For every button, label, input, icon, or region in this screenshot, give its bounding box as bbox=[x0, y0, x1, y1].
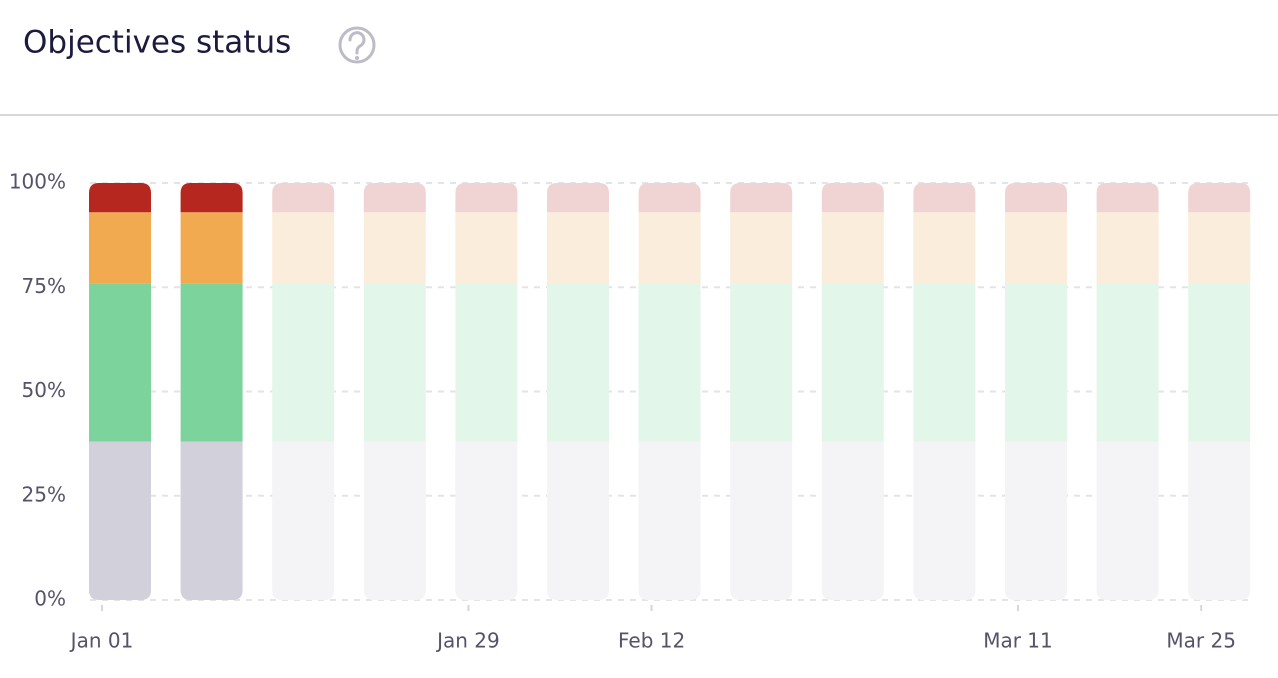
bar-segment bbox=[1188, 441, 1251, 600]
bar-segment bbox=[730, 283, 793, 442]
bar-segment bbox=[363, 183, 426, 213]
y-tick-label: 25% bbox=[22, 482, 66, 506]
bar-segment bbox=[1188, 283, 1251, 442]
bar-segment bbox=[1005, 183, 1067, 213]
bar-segment bbox=[913, 212, 976, 284]
bar-segment bbox=[1188, 183, 1251, 213]
bar-segment bbox=[1005, 212, 1067, 284]
bar-segment bbox=[1096, 283, 1159, 442]
bar-segment bbox=[821, 183, 884, 213]
x-tick-label: Mar 25 bbox=[1166, 629, 1236, 653]
bar-segment bbox=[363, 283, 426, 442]
bar-segment bbox=[1096, 441, 1159, 600]
bar-segment bbox=[730, 441, 793, 600]
bar-segment bbox=[180, 441, 243, 600]
bar-segment bbox=[913, 183, 976, 213]
bar-segment bbox=[638, 212, 701, 284]
bar-segment bbox=[455, 441, 518, 600]
bar-segment bbox=[1096, 212, 1159, 284]
bar-segment bbox=[363, 441, 426, 600]
bar-segment bbox=[89, 183, 151, 213]
bar-segment bbox=[1005, 283, 1067, 442]
bar-segment bbox=[913, 441, 976, 600]
x-tick-label: Feb 12 bbox=[618, 629, 685, 653]
bar-segment bbox=[547, 212, 609, 284]
bar-segment bbox=[272, 183, 335, 213]
bar-segment bbox=[272, 441, 335, 600]
bar-segment bbox=[730, 183, 793, 213]
bar-segment bbox=[1188, 212, 1251, 284]
bar-segment bbox=[1096, 183, 1159, 213]
bar-segment bbox=[455, 283, 518, 442]
bar-segment bbox=[180, 183, 243, 213]
bar-segment bbox=[1005, 441, 1067, 600]
y-tick-label: 100% bbox=[9, 170, 66, 194]
bar-segment bbox=[638, 183, 701, 213]
x-tick-label: Jan 29 bbox=[435, 629, 500, 653]
bar-segment bbox=[455, 183, 518, 213]
y-tick-label: 75% bbox=[22, 274, 66, 298]
bar-segment bbox=[272, 212, 335, 284]
help-icon-dot[interactable] bbox=[355, 56, 359, 60]
bar-segment bbox=[180, 212, 243, 284]
y-tick-label: 0% bbox=[34, 587, 66, 611]
bar-segment bbox=[89, 212, 151, 284]
bar-segment bbox=[821, 212, 884, 284]
bar-segment bbox=[821, 283, 884, 442]
chart-title: Objectives status bbox=[23, 25, 291, 61]
help-icon[interactable] bbox=[338, 26, 376, 64]
bar-segment bbox=[913, 283, 976, 442]
bar-segment bbox=[363, 212, 426, 284]
y-tick-label: 50% bbox=[22, 378, 66, 402]
x-tick-label: Jan 01 bbox=[69, 629, 134, 653]
bar-segment bbox=[180, 283, 243, 442]
bar-segment bbox=[547, 283, 609, 442]
help-icon-glyph[interactable] bbox=[348, 31, 366, 55]
bar-segment bbox=[547, 183, 609, 213]
bar-segment bbox=[455, 212, 518, 284]
bar-segment bbox=[547, 441, 609, 600]
bar-segment bbox=[89, 441, 151, 600]
bar-segment bbox=[638, 283, 701, 442]
bar-segment bbox=[89, 283, 151, 442]
bar-segment bbox=[638, 441, 701, 600]
bar-segment bbox=[821, 441, 884, 600]
bar-segment bbox=[730, 212, 793, 284]
help-icon-circle[interactable] bbox=[338, 26, 376, 64]
bar-segment bbox=[272, 283, 335, 442]
x-tick-label: Mar 11 bbox=[983, 629, 1053, 653]
